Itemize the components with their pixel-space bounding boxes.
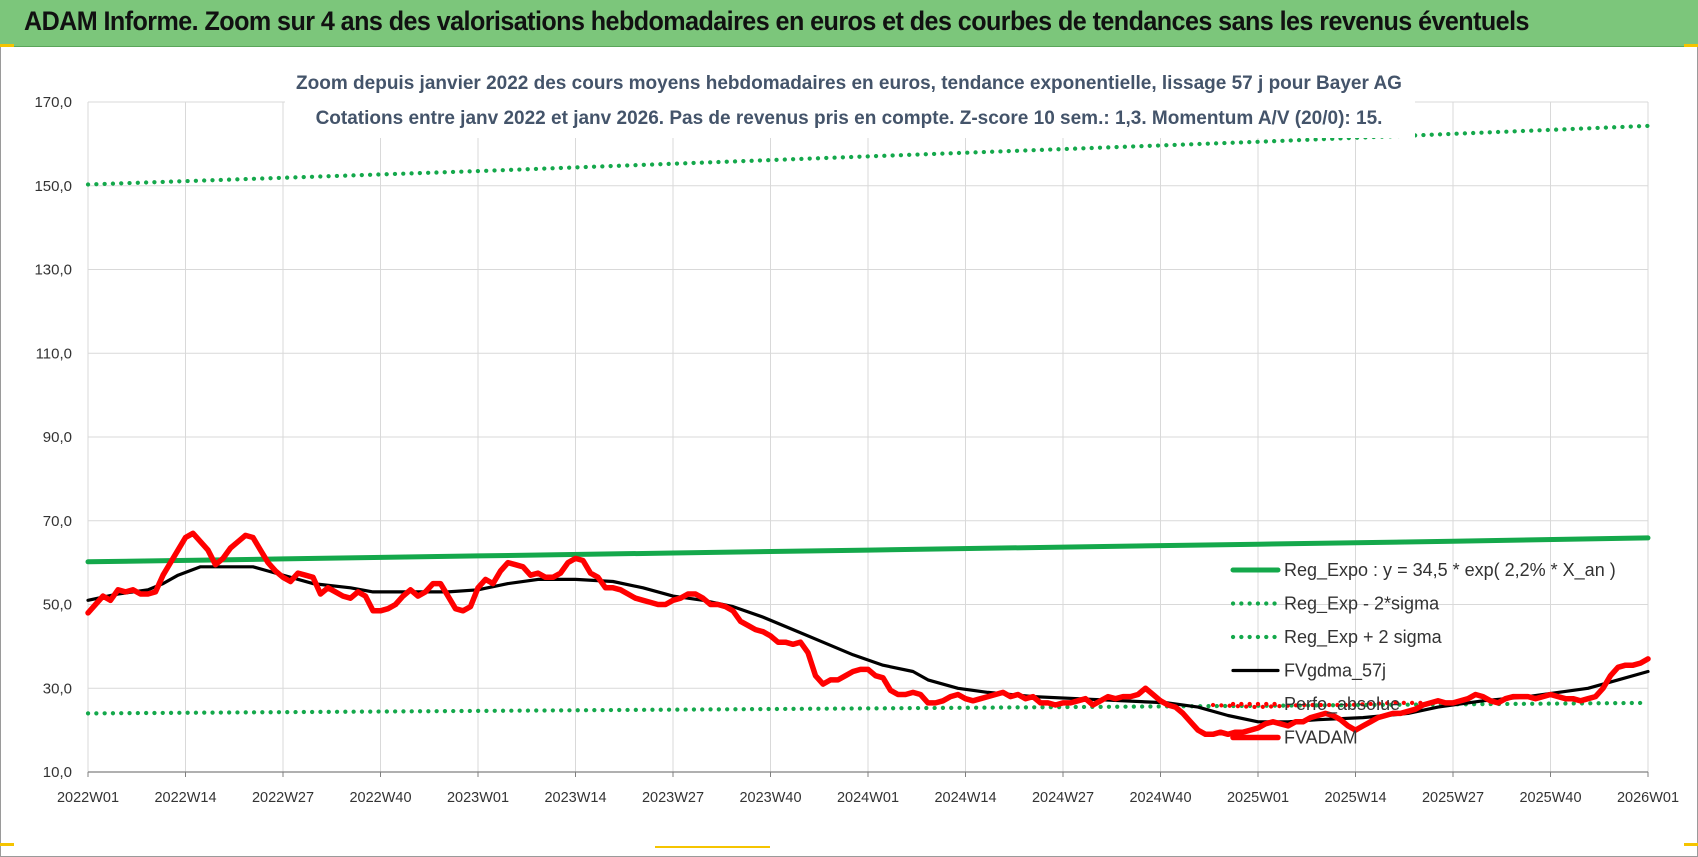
x-tick-label: 2023W14 bbox=[544, 790, 606, 806]
header-bar: ADAM Informe. Zoom sur 4 ans des valoris… bbox=[0, 0, 1698, 47]
subtitle-background bbox=[285, 66, 1415, 138]
legend: Reg_Expo : y = 34,5 * exp( 2,2% * X_an )… bbox=[1230, 560, 1616, 748]
legend-label: Reg_Expo : y = 34,5 * exp( 2,2% * X_an ) bbox=[1284, 560, 1616, 581]
y-tick-label: 10,0 bbox=[43, 764, 72, 781]
x-tick-label: 2022W40 bbox=[349, 790, 411, 806]
legend-label: FVADAM bbox=[1284, 728, 1358, 748]
y-tick-label: 90,0 bbox=[43, 429, 72, 446]
y-tick-label: 50,0 bbox=[43, 597, 72, 614]
corner-marker-top-left bbox=[0, 44, 14, 47]
x-tick-label: 2024W27 bbox=[1032, 790, 1094, 806]
x-tick-label: 2022W01 bbox=[57, 790, 119, 806]
x-tick-label: 2025W01 bbox=[1227, 790, 1289, 806]
axes: 10,0 30,0 50,0 70,0 90,0 110,0 130,0 150,0 170,0… bbox=[34, 94, 1679, 806]
legend-label: Reg_Exp - 2*sigma bbox=[1284, 594, 1440, 615]
chart-title-line-1: Zoom depuis janvier 2022 des cours moyen… bbox=[296, 73, 1402, 94]
x-tick-label: 2024W01 bbox=[837, 790, 899, 806]
x-tick-label: 2023W40 bbox=[739, 790, 801, 806]
series-line-reg-exp-2-sigma bbox=[85, 123, 1651, 187]
x-tick-label: 2022W27 bbox=[252, 790, 314, 806]
x-tick-label: 2023W27 bbox=[642, 790, 704, 806]
corner-marker-bottom-right bbox=[1684, 843, 1698, 846]
legend-label: FVgdma_57j bbox=[1284, 661, 1386, 682]
x-tick-label: 2025W14 bbox=[1324, 790, 1386, 806]
x-tick-label: 2024W40 bbox=[1129, 790, 1191, 806]
series-line-reg-expo-y-34-5-exp-2-2-x-an bbox=[85, 535, 1651, 565]
corner-marker-top-right bbox=[1684, 44, 1698, 47]
chart-title-line-2: Cotations entre janv 2022 et janv 2026. … bbox=[316, 108, 1383, 129]
x-tick-label: 2025W27 bbox=[1422, 790, 1484, 806]
x-tick-label: 2024W14 bbox=[934, 790, 996, 806]
series-lines bbox=[85, 123, 1651, 738]
y-tick-label: 70,0 bbox=[43, 513, 72, 530]
x-tick-label: 2022W14 bbox=[154, 790, 216, 806]
corner-marker-bottom-left bbox=[0, 843, 14, 846]
legend-label: Reg_Exp + 2 sigma bbox=[1284, 627, 1443, 648]
series-line-fvgdma-57j bbox=[86, 565, 1650, 724]
series-line-reg-exp-2-sigma bbox=[85, 700, 1651, 716]
y-tick-label: 30,0 bbox=[43, 680, 72, 697]
y-tick-label: 110,0 bbox=[36, 345, 72, 362]
legend-label: Perfo_absolue bbox=[1284, 694, 1400, 715]
corner-marker-bottom-mid bbox=[655, 846, 770, 848]
x-tick-label: 2026W01 bbox=[1617, 790, 1679, 806]
x-tick-label: 2023W01 bbox=[447, 790, 509, 806]
y-tick-label: 130,0 bbox=[34, 262, 72, 279]
x-tick-label: 2025W40 bbox=[1519, 790, 1581, 806]
y-tick-label: 150,0 bbox=[34, 178, 72, 195]
series-line-fvadam bbox=[85, 530, 1651, 738]
page-title: ADAM Informe. Zoom sur 4 ans des valoris… bbox=[24, 6, 1529, 36]
y-tick-label: 170,0 bbox=[34, 94, 72, 111]
